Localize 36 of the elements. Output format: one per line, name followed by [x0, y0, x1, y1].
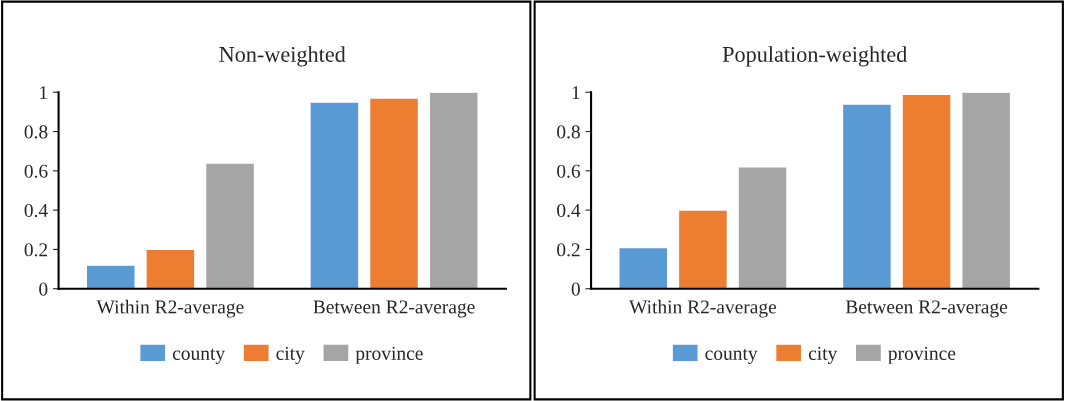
bar — [428, 92, 479, 289]
bar — [677, 209, 729, 289]
legend-label: city — [808, 346, 838, 364]
bar — [901, 93, 952, 289]
bar — [618, 246, 669, 289]
bar — [368, 97, 420, 289]
y-tick-label: 0.8 — [24, 125, 48, 139]
chart-title: Population-weighted — [722, 46, 908, 67]
y-tick-label: 0.4 — [24, 203, 48, 218]
y-tick-label: 0.8 — [557, 125, 580, 139]
y-tick-label: 1 — [572, 86, 580, 99]
legend-label: city — [276, 346, 305, 364]
y-tick-label: 0.6 — [24, 164, 48, 178]
legend-label: province — [888, 346, 956, 364]
x-tick-label: Between R2-average — [313, 300, 475, 318]
bar — [309, 101, 360, 289]
legend-label: province — [355, 346, 423, 364]
x-tick-label: Between R2-average — [845, 300, 1008, 318]
x-tick-label: Within R2-average — [629, 299, 777, 318]
y-tick-label: 0 — [571, 282, 580, 296]
bar — [85, 264, 136, 289]
y-tick-label: 0.2 — [24, 243, 48, 257]
y-tick-label: 0.6 — [557, 164, 581, 178]
bar — [961, 92, 1012, 289]
legend-label: county — [705, 348, 758, 364]
y-tick-label: 1 — [40, 86, 47, 99]
bar — [841, 103, 893, 289]
y-tick-label: 0 — [39, 282, 48, 296]
x-tick-label: Within R2-average — [96, 299, 244, 318]
y-tick-label: 0.2 — [557, 243, 580, 257]
chart-title: Non-weighted — [219, 46, 346, 67]
y-tick-label: 0.4 — [557, 203, 581, 218]
bar — [204, 162, 256, 289]
bar — [145, 248, 196, 289]
legend-label: county — [172, 348, 226, 364]
bar — [737, 166, 788, 289]
